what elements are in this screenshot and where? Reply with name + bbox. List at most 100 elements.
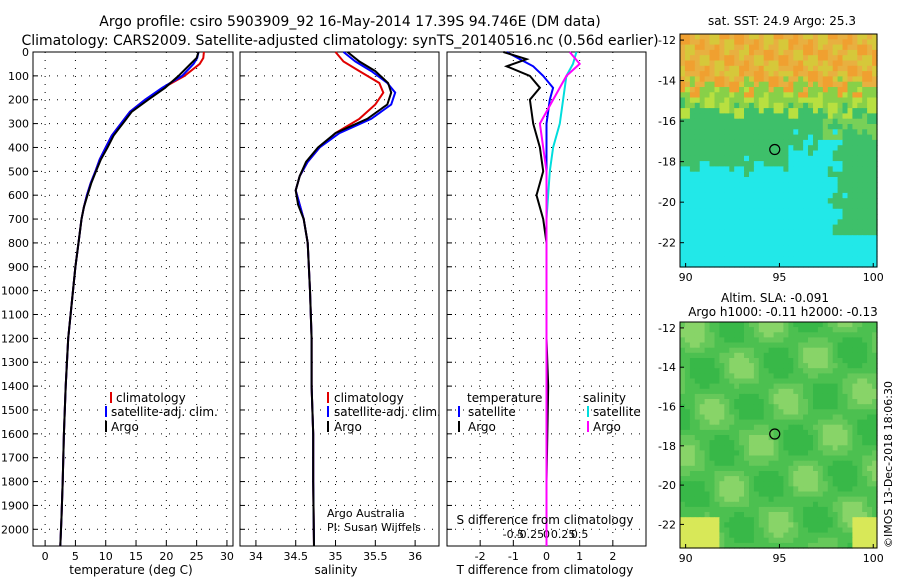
map-cell bbox=[689, 368, 696, 374]
map-cell bbox=[867, 352, 873, 359]
map-cell bbox=[857, 327, 863, 333]
map-cell bbox=[867, 113, 873, 120]
map-cell bbox=[852, 235, 858, 242]
map-frame bbox=[679, 33, 878, 268]
map-cell bbox=[793, 542, 799, 549]
map-cell bbox=[680, 134, 686, 141]
map-cell bbox=[753, 49, 760, 56]
map-cell bbox=[817, 55, 824, 62]
temperature-axis-label: temperature (deg C) bbox=[69, 563, 192, 577]
map-cell bbox=[734, 465, 740, 472]
map-cell bbox=[783, 87, 789, 93]
map-cell bbox=[714, 139, 720, 146]
map-cell bbox=[763, 527, 770, 534]
map-cell bbox=[837, 373, 844, 380]
map-cell bbox=[768, 404, 775, 410]
map-cell bbox=[822, 414, 829, 421]
map-cell bbox=[714, 134, 720, 141]
map-cell bbox=[857, 414, 863, 421]
map-cell bbox=[813, 512, 819, 518]
map-cell bbox=[758, 177, 765, 183]
map-cell bbox=[852, 481, 858, 487]
map-cell bbox=[724, 92, 730, 99]
map-cell bbox=[832, 192, 839, 199]
map-cell bbox=[827, 150, 834, 157]
map-cell bbox=[827, 261, 834, 268]
map-cell bbox=[862, 363, 868, 369]
map-cell bbox=[817, 465, 824, 472]
x-tick-label: 10 bbox=[99, 550, 113, 563]
map-cell bbox=[837, 76, 844, 83]
map-cell bbox=[694, 76, 701, 83]
map-cell bbox=[788, 532, 794, 539]
map-cell bbox=[862, 108, 868, 114]
map-cell bbox=[724, 81, 730, 88]
map-cell bbox=[734, 118, 740, 125]
map-cell bbox=[872, 203, 878, 210]
map-cell bbox=[758, 134, 765, 141]
map-cell bbox=[837, 481, 844, 487]
map-cell bbox=[793, 129, 799, 136]
map-cell bbox=[798, 445, 804, 451]
map-cell bbox=[719, 373, 725, 380]
map-cell bbox=[684, 87, 691, 93]
map-cell bbox=[768, 118, 775, 125]
map-cell bbox=[852, 224, 858, 231]
map-cell bbox=[867, 322, 873, 328]
map-cell bbox=[813, 251, 819, 257]
map-cell bbox=[813, 332, 819, 338]
map-cell bbox=[684, 532, 691, 539]
map-cell bbox=[689, 155, 696, 162]
map-cell bbox=[827, 506, 834, 513]
map-cell bbox=[719, 97, 725, 104]
map-cell bbox=[758, 150, 765, 157]
map-cell bbox=[709, 373, 715, 380]
map-cell bbox=[734, 378, 740, 385]
map-cell bbox=[758, 87, 765, 93]
map-cell bbox=[867, 214, 873, 220]
map-cell bbox=[694, 219, 701, 226]
map-cell bbox=[739, 214, 745, 220]
map-cell bbox=[862, 368, 868, 374]
map-cell bbox=[763, 155, 770, 162]
map-cell bbox=[758, 378, 765, 385]
map-cell bbox=[822, 337, 829, 344]
map-cell bbox=[773, 471, 780, 477]
map-cell bbox=[773, 481, 780, 487]
map-cell bbox=[798, 542, 804, 549]
map-cell bbox=[753, 166, 760, 173]
map-cell bbox=[763, 332, 770, 338]
map-cell bbox=[734, 440, 740, 446]
map-cell bbox=[808, 102, 814, 109]
map-cell bbox=[763, 532, 770, 539]
map-cell bbox=[783, 450, 789, 457]
map-cell bbox=[872, 161, 878, 167]
map-cell bbox=[704, 378, 711, 385]
map-cell bbox=[803, 34, 809, 40]
map-cell bbox=[817, 445, 824, 451]
map-cell bbox=[763, 347, 770, 354]
map-cell bbox=[773, 393, 780, 400]
map-cell bbox=[798, 501, 804, 508]
map-cell bbox=[684, 44, 691, 51]
map-cell bbox=[817, 527, 824, 534]
map-cell bbox=[694, 363, 701, 369]
map-cell bbox=[827, 92, 834, 99]
map-cell bbox=[699, 512, 706, 518]
map-cell bbox=[857, 113, 863, 120]
map-cell bbox=[832, 145, 839, 152]
map-cell bbox=[719, 166, 725, 173]
map-cell bbox=[842, 506, 848, 513]
map-cell bbox=[684, 322, 691, 328]
map-cell bbox=[689, 383, 696, 390]
x-tick-label: 0 bbox=[42, 550, 49, 563]
map-cell bbox=[783, 55, 789, 62]
map-cell bbox=[872, 192, 878, 199]
map-cell bbox=[724, 118, 730, 125]
map-cell bbox=[827, 166, 834, 173]
map-cell bbox=[739, 97, 745, 104]
map-cell bbox=[872, 166, 878, 173]
map-cell bbox=[684, 161, 691, 167]
map-cell bbox=[788, 145, 794, 152]
map-cell bbox=[729, 363, 735, 369]
